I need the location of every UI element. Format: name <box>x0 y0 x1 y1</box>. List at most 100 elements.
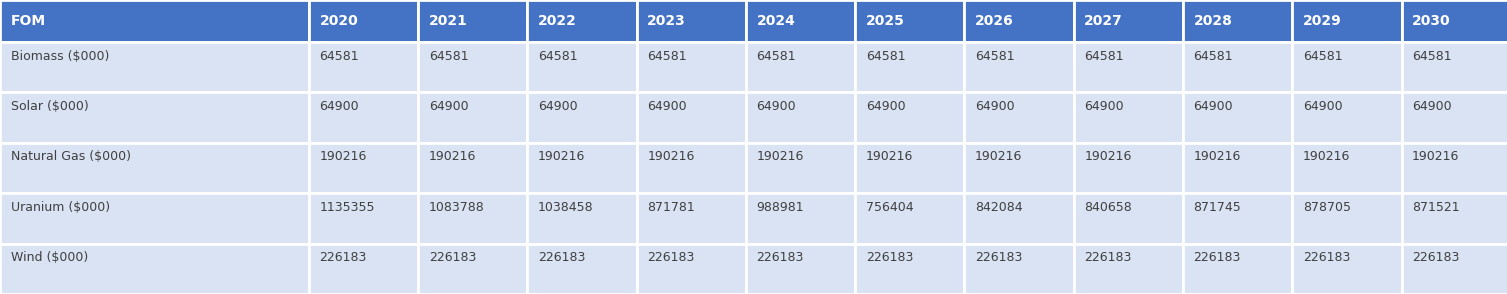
Bar <box>856 0 964 42</box>
Text: 2024: 2024 <box>757 14 796 28</box>
Bar <box>856 92 964 143</box>
Bar <box>1402 42 1507 92</box>
Bar <box>0 143 309 193</box>
Bar <box>527 92 636 143</box>
Bar <box>1073 92 1183 143</box>
Text: 190216: 190216 <box>319 151 366 163</box>
Bar <box>746 42 856 92</box>
Text: 64581: 64581 <box>1084 50 1124 63</box>
Text: 2029: 2029 <box>1302 14 1341 28</box>
Bar <box>746 0 856 42</box>
Text: 2021: 2021 <box>428 14 467 28</box>
Bar <box>0 193 309 244</box>
Bar <box>1183 193 1293 244</box>
Text: 2028: 2028 <box>1194 14 1233 28</box>
Bar <box>746 193 856 244</box>
Bar <box>1183 143 1293 193</box>
Text: 190216: 190216 <box>538 151 585 163</box>
Bar <box>527 42 636 92</box>
Bar <box>417 143 527 193</box>
Bar <box>746 143 856 193</box>
Bar <box>1293 42 1402 92</box>
Text: 2030: 2030 <box>1412 14 1451 28</box>
Text: 64581: 64581 <box>1412 50 1451 63</box>
Bar <box>417 92 527 143</box>
Text: 2026: 2026 <box>975 14 1014 28</box>
Bar <box>417 42 527 92</box>
Text: 190216: 190216 <box>975 151 1022 163</box>
Text: 871745: 871745 <box>1194 201 1242 214</box>
Bar <box>417 244 527 294</box>
Text: 842084: 842084 <box>975 201 1023 214</box>
Bar <box>0 42 309 92</box>
Bar <box>964 244 1073 294</box>
Text: 226183: 226183 <box>975 251 1022 264</box>
Text: 64900: 64900 <box>1194 100 1233 113</box>
Text: 190216: 190216 <box>1194 151 1240 163</box>
Bar <box>1073 244 1183 294</box>
Text: 2025: 2025 <box>865 14 904 28</box>
Text: 64581: 64581 <box>538 50 577 63</box>
Text: 878705: 878705 <box>1302 201 1350 214</box>
Bar <box>1402 143 1507 193</box>
Bar <box>309 244 417 294</box>
Text: 64900: 64900 <box>975 100 1014 113</box>
Text: 190216: 190216 <box>1084 151 1132 163</box>
Bar <box>0 244 309 294</box>
Text: 756404: 756404 <box>865 201 913 214</box>
Bar <box>1073 42 1183 92</box>
Bar <box>309 193 417 244</box>
Text: Biomass ($000): Biomass ($000) <box>11 50 109 63</box>
Bar <box>856 42 964 92</box>
Text: 190216: 190216 <box>1302 151 1350 163</box>
Bar <box>636 92 746 143</box>
Bar <box>1073 143 1183 193</box>
Bar <box>1183 244 1293 294</box>
Bar <box>1073 0 1183 42</box>
Bar <box>1293 193 1402 244</box>
Text: Solar ($000): Solar ($000) <box>11 100 89 113</box>
Text: 226183: 226183 <box>538 251 585 264</box>
Text: 64581: 64581 <box>865 50 906 63</box>
Text: 1038458: 1038458 <box>538 201 594 214</box>
Bar <box>527 244 636 294</box>
Bar <box>746 92 856 143</box>
Bar <box>527 193 636 244</box>
Bar <box>1073 193 1183 244</box>
Bar <box>1402 92 1507 143</box>
Bar <box>1293 0 1402 42</box>
Text: 988981: 988981 <box>757 201 805 214</box>
Text: 871781: 871781 <box>648 201 695 214</box>
Text: 871521: 871521 <box>1412 201 1460 214</box>
Text: 190216: 190216 <box>865 151 913 163</box>
Bar <box>0 0 309 42</box>
Text: 226183: 226183 <box>1084 251 1132 264</box>
Text: 64900: 64900 <box>648 100 687 113</box>
Bar <box>636 143 746 193</box>
Text: 64581: 64581 <box>975 50 1014 63</box>
Text: 226183: 226183 <box>319 251 366 264</box>
Text: 2020: 2020 <box>319 14 359 28</box>
Text: 840658: 840658 <box>1084 201 1132 214</box>
Bar <box>1293 92 1402 143</box>
Bar <box>309 92 417 143</box>
Bar <box>309 42 417 92</box>
Bar <box>0 92 309 143</box>
Bar <box>309 0 417 42</box>
Text: 226183: 226183 <box>428 251 476 264</box>
Text: 64900: 64900 <box>319 100 359 113</box>
Bar <box>1402 244 1507 294</box>
Text: 64581: 64581 <box>1194 50 1233 63</box>
Text: 226183: 226183 <box>865 251 913 264</box>
Bar <box>1183 92 1293 143</box>
Text: FOM: FOM <box>11 14 45 28</box>
Bar <box>527 143 636 193</box>
Text: 64900: 64900 <box>538 100 577 113</box>
Bar <box>964 143 1073 193</box>
Bar <box>636 193 746 244</box>
Text: 190216: 190216 <box>428 151 476 163</box>
Bar <box>636 42 746 92</box>
Bar <box>964 42 1073 92</box>
Bar <box>1293 244 1402 294</box>
Text: 64900: 64900 <box>757 100 796 113</box>
